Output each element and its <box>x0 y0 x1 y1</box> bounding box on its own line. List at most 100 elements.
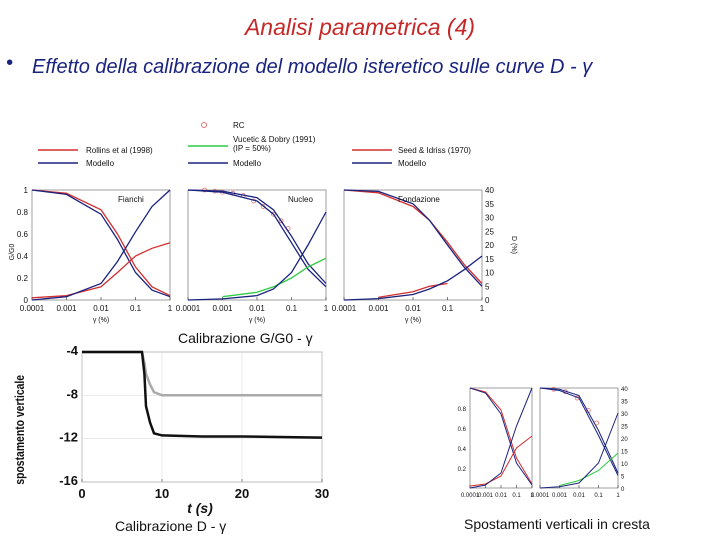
y-tick-label: 10 <box>621 462 628 468</box>
y-tick-label: 0 <box>24 296 29 305</box>
y-tick-label: 25 <box>485 227 494 236</box>
y-tick-label: 35 <box>621 400 628 406</box>
y-tick-label: 15 <box>485 255 494 264</box>
y-tick-label: 0 <box>621 487 625 493</box>
x-tick-label: 0 <box>78 486 85 501</box>
x-axis-label: γ (%) <box>405 317 421 324</box>
y-tick-label: 0.2 <box>458 467 467 473</box>
series-line <box>343 189 483 287</box>
y-tick-label: 25 <box>621 425 628 431</box>
x-tick-label: 1 <box>480 304 485 313</box>
x-tick-label: 0.1 <box>130 304 142 313</box>
y-tick-label: 0.6 <box>17 230 29 239</box>
x-axis-label: t (s) <box>187 500 213 516</box>
plot-title: Nucleo <box>288 195 313 204</box>
series-line <box>539 412 619 489</box>
bullet-symbol: • <box>6 52 14 74</box>
plot-title: Fianchi <box>118 195 144 204</box>
caption-calibrazione-g: Calibrazione G/G0 - γ <box>178 330 313 346</box>
y-tick-label: 10 <box>485 269 494 278</box>
x-tick-label: 0.0001 <box>176 304 201 313</box>
y-tick-label: -8 <box>66 386 78 401</box>
x-tick-label: 0.01 <box>573 493 585 499</box>
series-line <box>187 189 327 288</box>
y-tick-label: 5 <box>485 282 490 291</box>
x-tick-label: 1 <box>168 304 173 313</box>
series-line <box>539 387 619 474</box>
plot-frame <box>469 387 533 489</box>
x-tick-label: 30 <box>315 486 329 501</box>
x-tick-label: 0.001 <box>368 304 389 313</box>
y-axis-label: G/G0 <box>9 244 16 261</box>
data-point <box>271 211 276 217</box>
y-tick-label: 20 <box>621 437 628 443</box>
series-line <box>469 387 533 485</box>
legend-seed-label: Seed & Idriss (1970) <box>398 146 471 155</box>
x-tick-label: 0.1 <box>286 304 298 313</box>
data-point <box>278 218 284 224</box>
x-tick-label: 0.01 <box>405 304 421 313</box>
series-line <box>559 452 619 486</box>
y-tick-label: 0.8 <box>458 407 467 413</box>
x-tick-label: 0.001 <box>478 493 494 499</box>
caption-calibrazione-d: Calibrazione D - γ <box>115 518 227 534</box>
series-line <box>31 189 171 301</box>
series-line <box>469 435 533 487</box>
series-line <box>222 257 327 298</box>
x-tick-label: 20 <box>235 486 249 501</box>
y-tick-label: 0.4 <box>458 447 467 453</box>
x-tick-label: 0.01 <box>93 304 109 313</box>
legend-modello2-label: Modello <box>233 159 262 168</box>
series-line <box>469 387 533 486</box>
x-tick-label: 0.001 <box>552 493 568 499</box>
slide-title: Analisi parametrica (4) <box>244 14 476 40</box>
series-line <box>343 255 483 301</box>
y-tick-label: 40 <box>485 186 494 195</box>
legend-vucetic-label: Vucetic & Dobry (1991) <box>233 135 316 144</box>
plot-title: Fondazione <box>398 195 440 204</box>
x-tick-label: 0.0001 <box>20 304 45 313</box>
plot-nucleo: 0.0001 0.001 0.01 0.1 1 Nucleo γ (%) <box>176 187 329 324</box>
y-tick-label: 30 <box>621 412 628 418</box>
plot-fondazione: 0.0001 0.001 0.01 0.1 10 5 10 15 20 25 30 35 40 Fonda… <box>332 186 517 324</box>
plot-frame <box>187 189 327 301</box>
legend-rc-label: RC <box>233 121 245 130</box>
series-line <box>31 189 171 297</box>
x-tick-label: 0.0001 <box>461 493 480 499</box>
y-tick-label: 0 <box>485 296 490 305</box>
y-axis-label: D (%) <box>510 236 517 254</box>
plot-frame <box>343 189 483 301</box>
series-line <box>539 387 619 476</box>
caption-spostamenti: Spostamenti verticali in cresta <box>464 516 650 532</box>
x-tick-label: 0.1 <box>594 493 603 499</box>
legend: RC Rollins et al (1998) Modello Vucetic & D… <box>38 121 471 168</box>
bullet-text: Effetto della calibrazione del modello i… <box>32 56 593 78</box>
y-tick-label: 5 <box>621 475 625 481</box>
x-tick-label: 0.001 <box>56 304 77 313</box>
legend-modello3-label: Modello <box>398 159 427 168</box>
x-tick-label: 0.1 <box>442 304 454 313</box>
x-tick-label: 0.01 <box>495 493 507 499</box>
y-tick-label: 0.6 <box>458 427 467 433</box>
x-axis-label: γ (%) <box>249 317 265 324</box>
y-tick-label: 0.2 <box>17 274 29 283</box>
x-tick-label: 0.1 <box>512 493 521 499</box>
x-axis-label: γ (%) <box>93 317 109 324</box>
y-tick-label: 1 <box>24 186 29 195</box>
x-tick-label: 1 <box>324 304 329 313</box>
x-tick-label: 0.0001 <box>531 493 550 499</box>
plot-spostamento-verticale: 0 10 20 30 -4 -8 -12 -16 t (s) spostamento vertic… <box>13 343 329 516</box>
series-line <box>82 350 323 439</box>
data-point <box>260 204 266 209</box>
plot-frame <box>81 351 323 483</box>
y-tick-label: 0.8 <box>17 208 29 217</box>
legend-rc-marker <box>201 122 207 128</box>
y-tick-label: 40 <box>621 387 628 393</box>
y-tick-label: -4 <box>66 343 78 358</box>
y-tick-label: 30 <box>485 214 494 223</box>
y-tick-label: -12 <box>59 430 78 445</box>
y-tick-label: 20 <box>485 241 494 250</box>
